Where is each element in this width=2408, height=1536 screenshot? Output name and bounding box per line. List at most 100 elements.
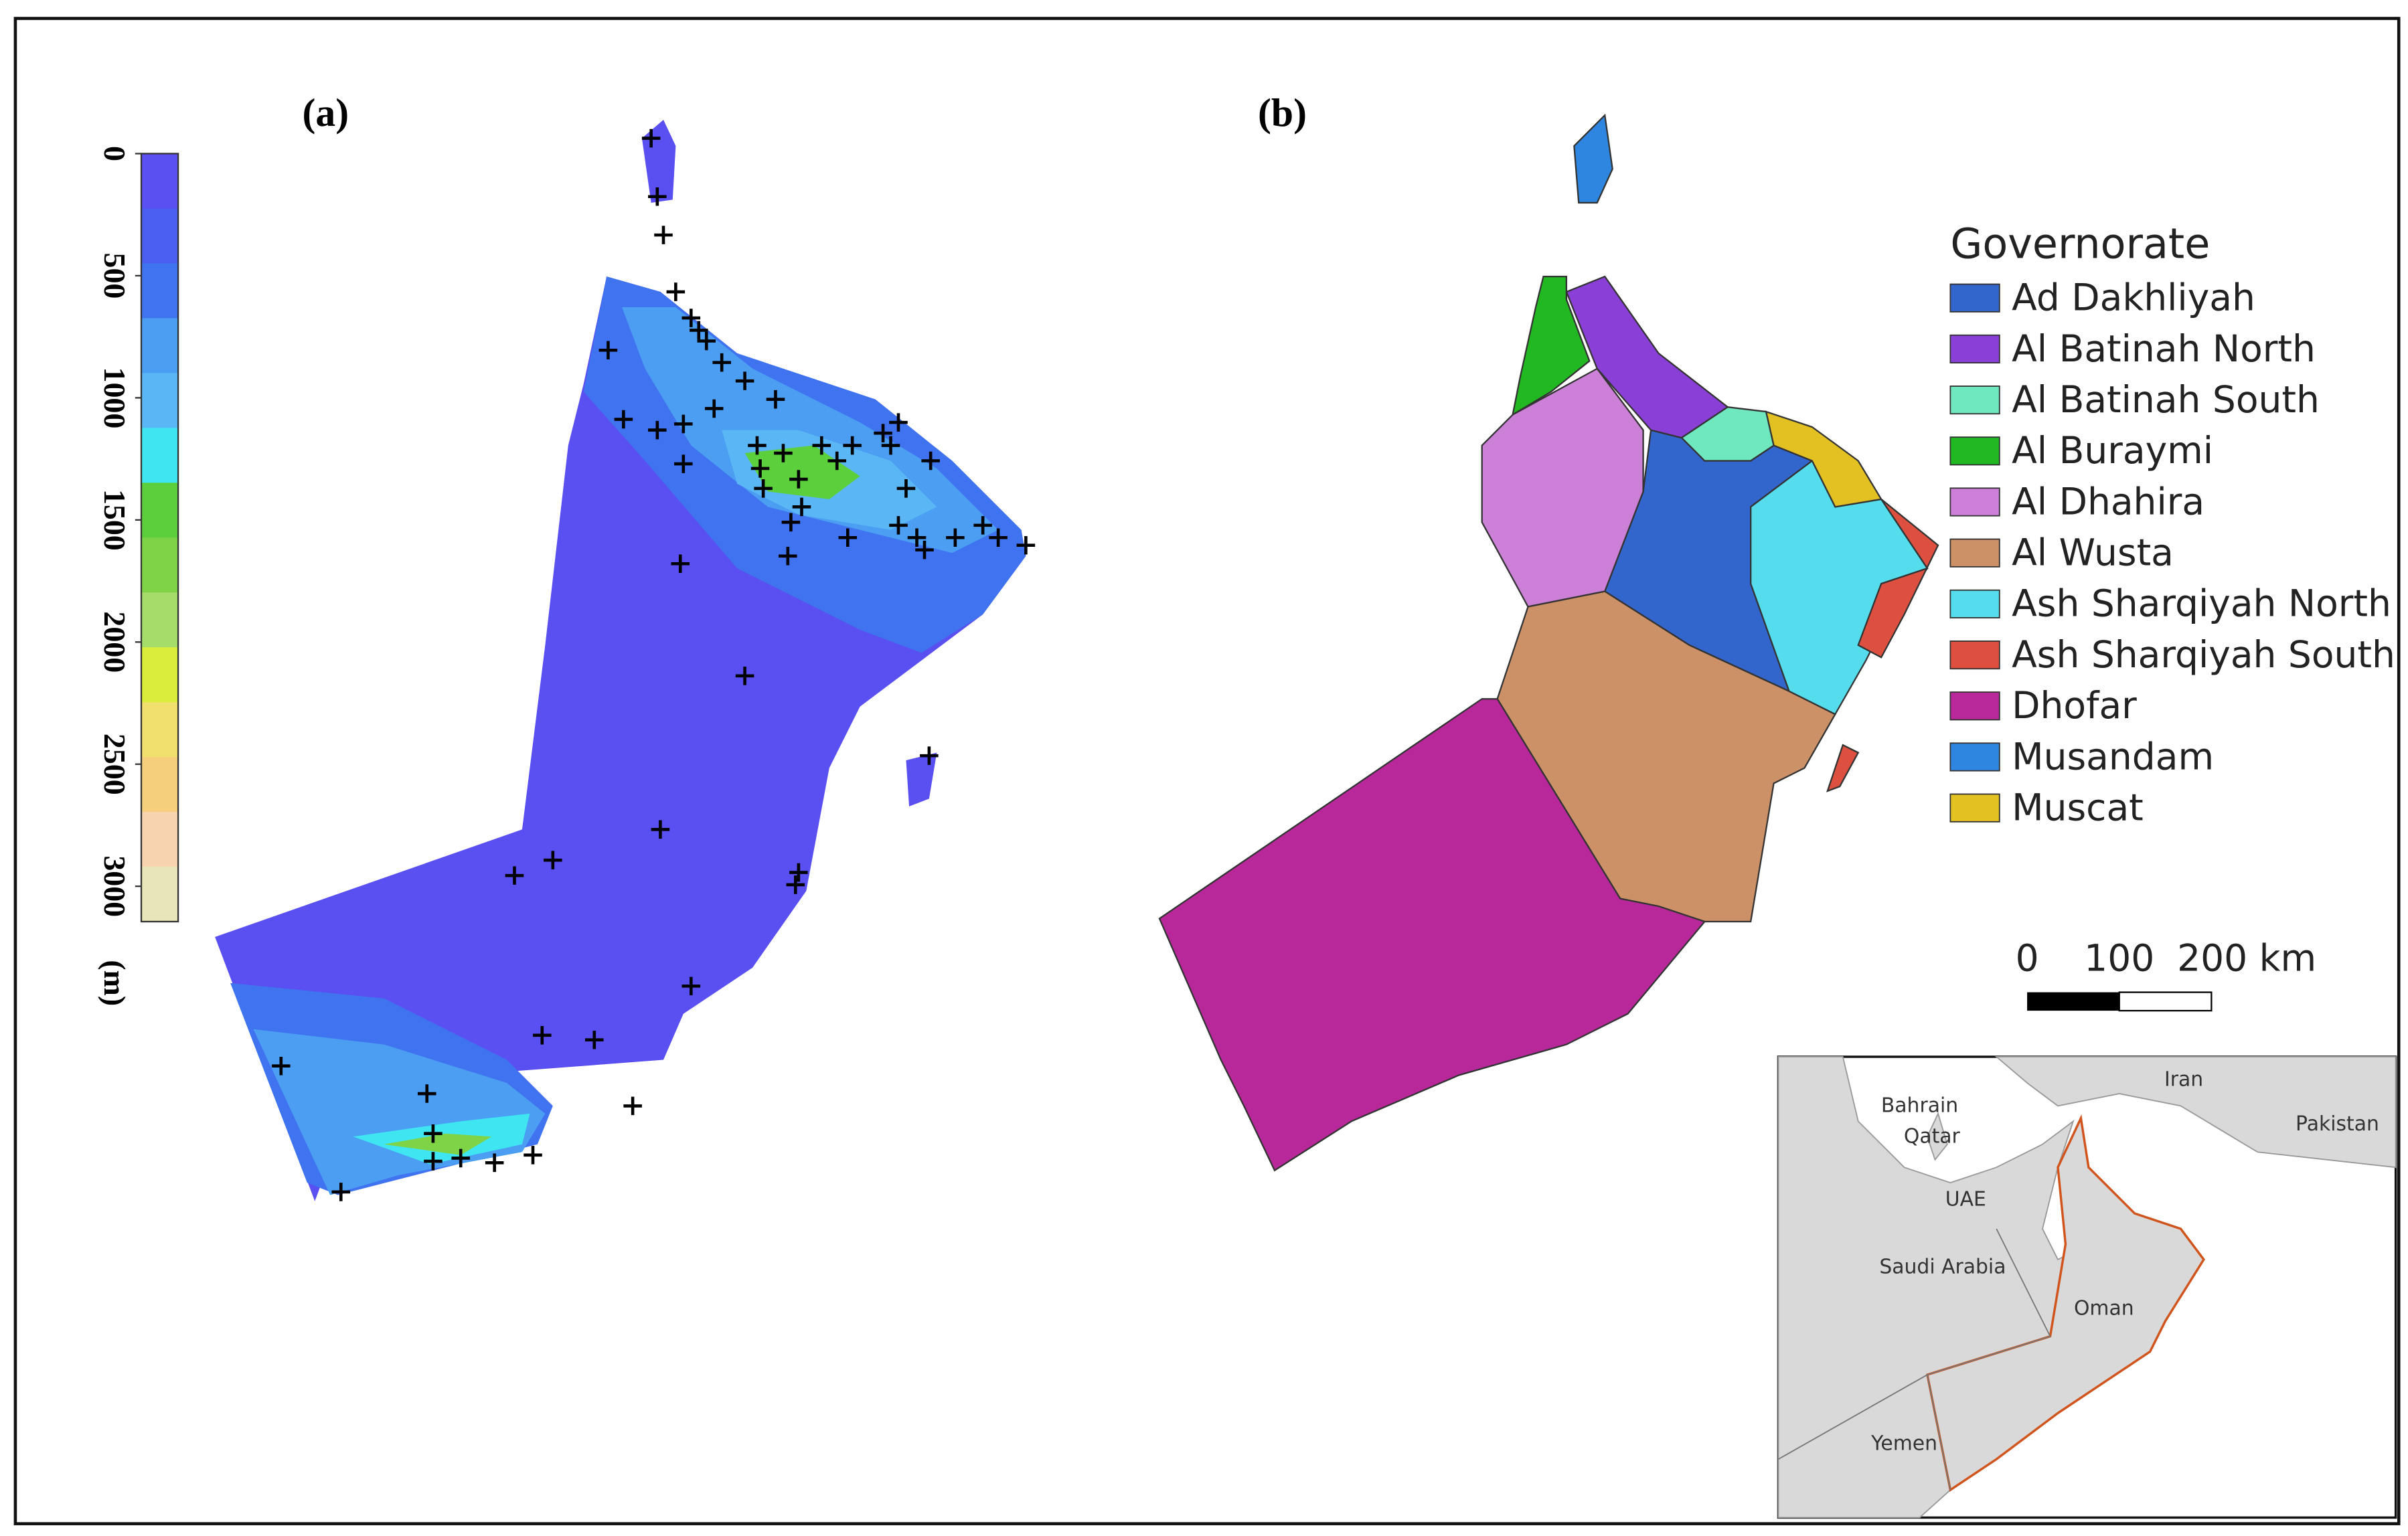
station-marker xyxy=(671,554,690,574)
station-marker xyxy=(748,436,767,455)
station-marker xyxy=(779,547,797,566)
colorbar-unit: (m) xyxy=(98,960,132,1006)
station-marker xyxy=(417,1084,436,1103)
inset-map: Iran Bahrain Qatar Pakistan UAE Saudi Arabia O… xyxy=(1777,1055,2397,1519)
colorbar-tick-label: 1000 xyxy=(98,367,132,429)
colorbar-segment xyxy=(141,702,179,758)
legend-swatch xyxy=(1949,487,2000,517)
land xyxy=(906,752,937,806)
legend-swatch xyxy=(1949,436,2000,466)
station-marker xyxy=(838,528,858,547)
legend-swatch xyxy=(1949,793,2000,823)
elevation-map xyxy=(215,120,1036,1201)
station-marker xyxy=(533,1026,552,1045)
scale-bar: 0 100 200 km xyxy=(2016,936,2316,1012)
colorbar-segment xyxy=(141,647,179,703)
station-marker xyxy=(920,746,939,765)
colorbar-segment xyxy=(141,867,179,923)
scale-label: 100 xyxy=(2084,936,2154,979)
colorbar-segment xyxy=(141,812,179,868)
station-marker xyxy=(946,528,965,547)
station-marker xyxy=(623,1096,642,1116)
station-marker xyxy=(651,820,670,839)
colorbar-tick-label: 0 xyxy=(98,146,132,161)
scale-segment xyxy=(2027,992,2119,1011)
station-marker xyxy=(585,1030,604,1049)
legend-label: Al Batinah South xyxy=(2012,378,2320,421)
station-marker xyxy=(889,413,908,432)
station-marker xyxy=(766,390,785,409)
legend-label: Ad Dakhliyah xyxy=(2012,276,2255,319)
station-marker xyxy=(735,667,754,685)
legend-swatch xyxy=(1949,283,2000,313)
station-marker xyxy=(712,353,731,372)
legend-swatch xyxy=(1949,742,2000,772)
station-marker xyxy=(789,470,808,489)
legend-swatch xyxy=(1949,538,2000,568)
station-marker xyxy=(654,226,673,244)
inset-label: Pakistan xyxy=(2296,1112,2379,1136)
station-marker xyxy=(598,341,618,360)
inset-label: Iran xyxy=(2164,1068,2203,1092)
legend-swatch xyxy=(1949,386,2000,415)
legend-label: Dhofar xyxy=(2012,684,2137,727)
legend-label: Al Dhahira xyxy=(2012,480,2204,523)
scale-segment xyxy=(2118,991,2213,1012)
station-marker xyxy=(451,1148,470,1168)
station-marker xyxy=(989,528,1008,547)
station-marker xyxy=(424,1152,443,1171)
station-marker xyxy=(674,454,693,473)
inset-label: Oman xyxy=(2074,1297,2134,1320)
legend-swatch xyxy=(1949,589,2000,618)
colorbar-border xyxy=(140,153,179,923)
elevation-zone xyxy=(384,1133,492,1155)
colorbar-tick-label: 1500 xyxy=(98,489,132,551)
colorbar-segment xyxy=(141,153,179,209)
land xyxy=(1994,1056,2397,1169)
station-marker xyxy=(666,282,686,301)
station-marker xyxy=(674,414,693,434)
colorbar-tick-label: 500 xyxy=(98,253,132,299)
legend-label: Al Buraymi xyxy=(2012,429,2213,472)
station-marker xyxy=(874,424,892,442)
station-marker xyxy=(485,1153,504,1173)
colorbar-segment xyxy=(141,483,179,539)
land xyxy=(1926,1112,1948,1161)
station-marker xyxy=(774,444,793,462)
governorate xyxy=(1158,698,1706,1172)
legend-label: Al Wusta xyxy=(2012,531,2174,574)
colorbar-segment xyxy=(141,208,179,264)
station-marker xyxy=(681,309,701,327)
colorbar-segment xyxy=(141,263,179,319)
elevation-zone xyxy=(744,445,860,499)
inset-label: Yemen xyxy=(1870,1432,1937,1455)
station-marker xyxy=(792,497,811,517)
station-marker xyxy=(424,1124,443,1143)
station-marker xyxy=(735,371,754,390)
station-marker xyxy=(697,331,716,351)
legend-swatch xyxy=(1949,334,2000,363)
legend-label: Al Batinah North xyxy=(2012,327,2316,370)
station-marker xyxy=(690,321,708,340)
colorbar-segment xyxy=(141,373,179,429)
station-marker xyxy=(505,866,524,885)
governorate xyxy=(1765,410,1883,508)
station-marker xyxy=(812,436,831,455)
station-marker xyxy=(915,540,934,560)
legend-label: Musandam xyxy=(2012,735,2214,778)
station-marker xyxy=(786,875,805,894)
station-marker xyxy=(789,863,808,882)
station-marker xyxy=(889,516,908,535)
station-marker xyxy=(544,851,562,869)
station-marker xyxy=(754,479,773,498)
station-marker xyxy=(973,516,992,535)
colorbar-segment xyxy=(141,318,179,374)
colorbar: 0 500 1000 1500 2000 2500 3000 (m) xyxy=(98,146,179,1006)
governorate-map xyxy=(1158,113,1939,1172)
station-marker xyxy=(648,420,667,440)
governorate xyxy=(1857,498,1939,659)
colorbar-segment xyxy=(141,537,179,594)
legend-swatch xyxy=(1949,691,2000,721)
legend-label: Muscat xyxy=(2012,786,2144,829)
